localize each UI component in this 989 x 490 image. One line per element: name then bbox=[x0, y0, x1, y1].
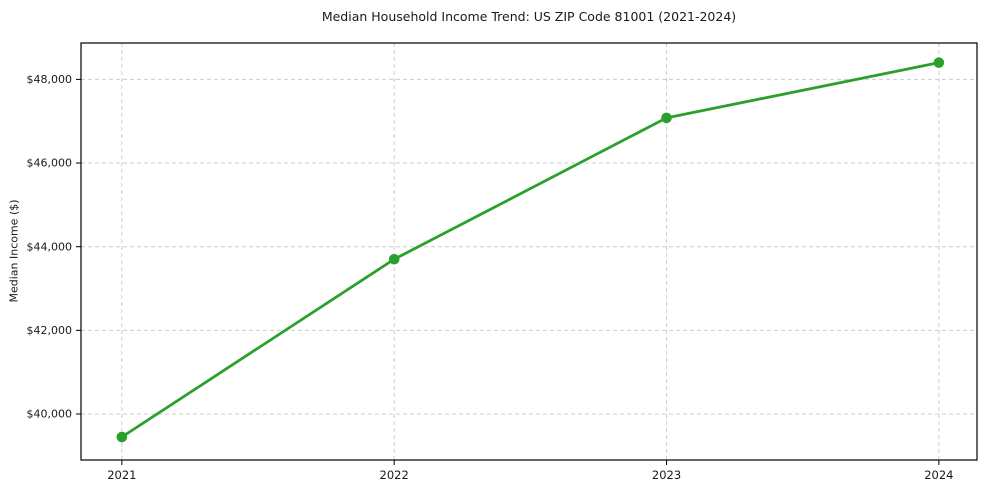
plot-border bbox=[80, 42, 978, 461]
x-tick-label: 2022 bbox=[380, 468, 409, 482]
y-tick-label: $40,000 bbox=[27, 408, 73, 421]
y-tick-label: $44,000 bbox=[27, 240, 73, 253]
chart-title: Median Household Income Trend: US ZIP Co… bbox=[321, 9, 737, 24]
x-tick-label: 2021 bbox=[107, 468, 136, 482]
data-point-marker bbox=[116, 431, 128, 443]
y-tick-label: $46,000 bbox=[27, 157, 73, 170]
trend-line bbox=[120, 61, 941, 439]
y-tick-label: $48,000 bbox=[27, 73, 73, 86]
x-tick-label: 2023 bbox=[652, 468, 681, 482]
y-tick-label: $42,000 bbox=[27, 324, 73, 337]
x-tick-label: 2024 bbox=[924, 468, 953, 482]
data-point-marker bbox=[933, 57, 945, 68]
data-point-marker bbox=[388, 253, 400, 265]
data-point-marker bbox=[661, 112, 672, 124]
